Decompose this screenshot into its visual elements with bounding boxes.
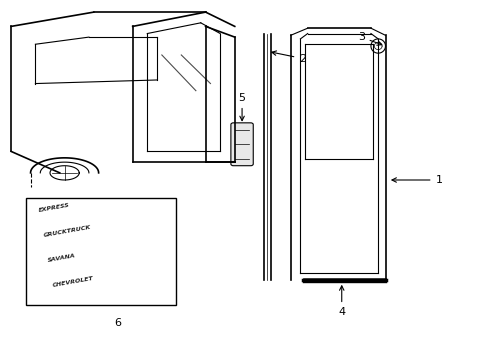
Text: SAVANA: SAVANA xyxy=(47,253,76,263)
Bar xyxy=(26,198,176,305)
Text: 4: 4 xyxy=(338,286,345,317)
Text: GRUCKTRUCK: GRUCKTRUCK xyxy=(42,225,91,238)
Text: 2: 2 xyxy=(271,51,306,64)
Text: 3: 3 xyxy=(357,32,381,45)
Text: 6: 6 xyxy=(114,318,122,328)
Text: 5: 5 xyxy=(238,93,245,121)
Text: 1: 1 xyxy=(391,175,442,185)
Text: CHEVROLET: CHEVROLET xyxy=(52,276,94,288)
Text: EXPRESS: EXPRESS xyxy=(38,203,70,213)
FancyBboxPatch shape xyxy=(230,123,253,166)
